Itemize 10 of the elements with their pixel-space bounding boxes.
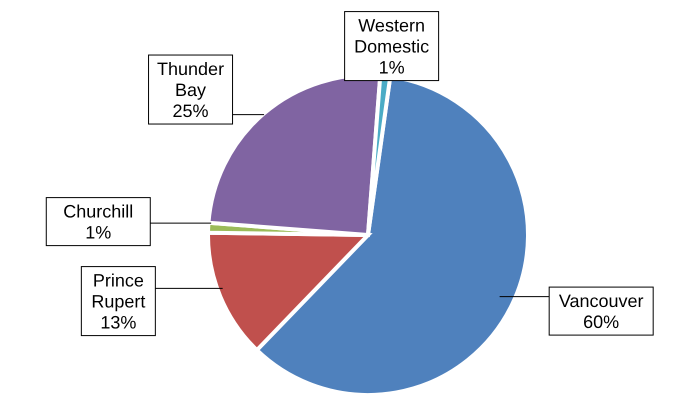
data-label: 60% [583,312,620,332]
slice-label: Thunder Bay [157,59,224,100]
data-label: 25% [172,101,209,122]
data-label: 13% [100,312,136,333]
slice-label: Western Domestic [354,16,430,57]
slice-label: Prince Rupert [91,270,146,312]
data-label: 1% [85,222,112,243]
slice-label: Vancouver [558,291,644,312]
data-label: 1% [378,58,405,78]
slice-label: Churchill [63,202,134,222]
